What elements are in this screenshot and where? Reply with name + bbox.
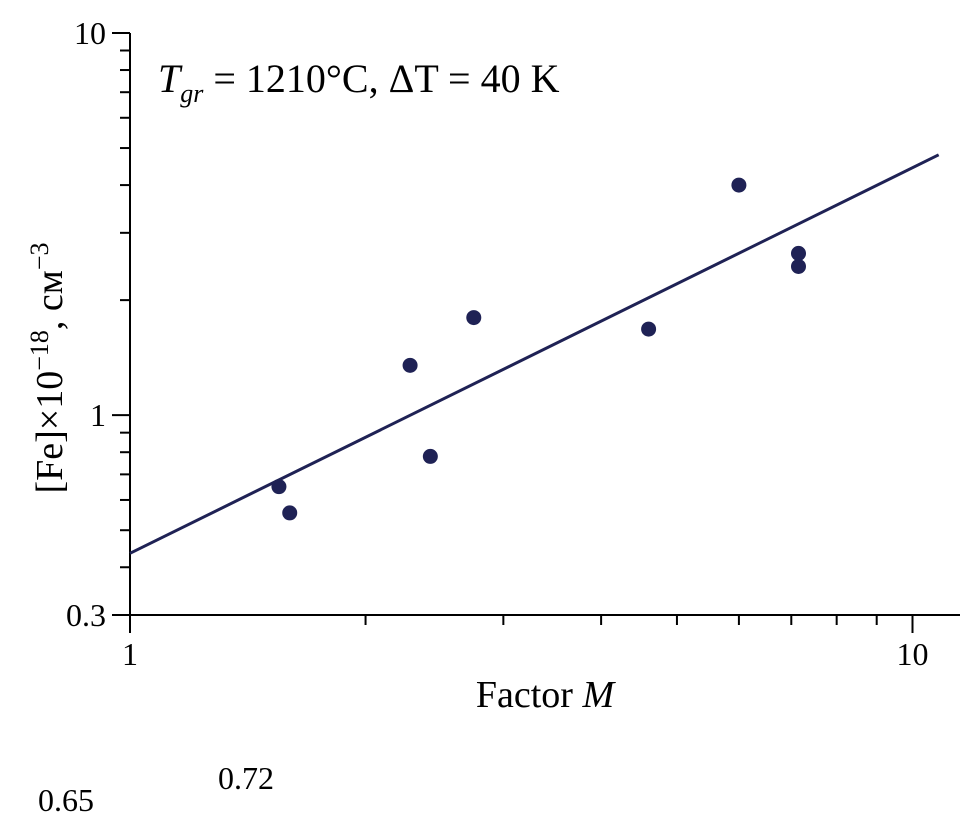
x-tick-label: 1 — [122, 636, 138, 672]
annotation-t: T — [158, 56, 183, 101]
chart-annotation: Tgr = 1210°C, ΔT = 40 K — [158, 56, 560, 108]
y-axis-label-main: [Fe]×10 — [29, 371, 71, 494]
fit-line-group — [129, 153, 940, 555]
stray-label-right: 0.72 — [218, 760, 274, 796]
fit-line — [129, 153, 940, 555]
x-axis-label-var: M — [581, 674, 616, 716]
data-points — [271, 177, 806, 521]
y-axis-label-unit: , см — [29, 270, 71, 330]
y-tick-label: 10 — [74, 15, 106, 51]
y-axis-label-unit-exp: −3 — [25, 242, 54, 270]
data-point — [731, 177, 747, 193]
annotation-sub: gr — [180, 79, 204, 108]
annotation-rest: = 1210°C, ΔT = 40 K — [203, 56, 559, 101]
x-tick-label: 10 — [897, 636, 929, 672]
data-point — [402, 357, 418, 373]
x-axis-label: Factor M — [476, 674, 617, 716]
y-axis-label: [Fe]×10−18, см−3 — [25, 242, 71, 493]
x-axis-label-prefix: Factor — [476, 674, 583, 716]
y-tick-label: 1 — [90, 397, 106, 433]
data-point — [271, 479, 287, 495]
data-point — [282, 505, 298, 521]
data-point — [466, 310, 482, 326]
data-point — [422, 448, 438, 464]
y-axis-label-exp: −18 — [25, 330, 54, 371]
y-tick-label: 0.3 — [66, 597, 106, 633]
axes: 1 10 0.3 1 10 — [66, 15, 960, 672]
data-point — [790, 245, 806, 261]
data-point — [641, 321, 657, 337]
stray-label-left: 0.65 — [38, 782, 94, 818]
data-point — [790, 258, 806, 274]
